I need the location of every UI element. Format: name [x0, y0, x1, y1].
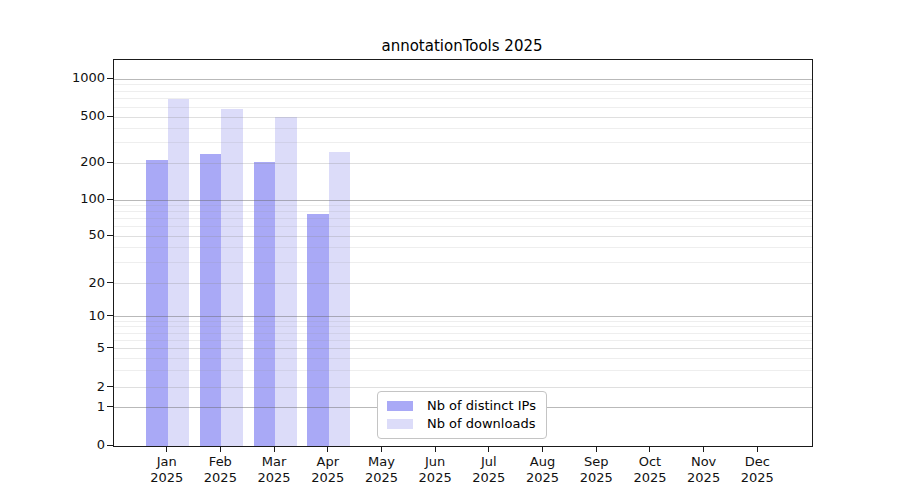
gridline [114, 226, 812, 227]
bar-distinct-ips-mar [254, 162, 276, 446]
x-tick-mark [220, 446, 221, 452]
gridline [114, 163, 812, 164]
legend: Nb of distinct IPs Nb of downloads [377, 391, 547, 439]
gridline [114, 236, 812, 237]
y-tick-mark [107, 445, 113, 446]
bar-downloads-mar [275, 117, 297, 446]
plot-area: Nb of distinct IPs Nb of downloads [113, 59, 813, 447]
y-tick-mark [107, 347, 113, 348]
bar-distinct-ips-apr [307, 214, 329, 446]
gridline [114, 211, 812, 212]
gridline [114, 321, 812, 322]
gridline [114, 84, 812, 85]
gridline [114, 262, 812, 263]
y-tick-mark [107, 199, 113, 200]
y-tick-mark [107, 282, 113, 283]
bar-downloads-feb [221, 109, 243, 446]
gridline [114, 333, 812, 334]
gridline [114, 316, 812, 317]
gridline [114, 98, 812, 99]
y-tick-mark [107, 406, 113, 407]
y-tick-label: 10 [59, 308, 105, 324]
y-tick-mark [107, 386, 113, 387]
gridline [114, 247, 812, 248]
x-tick-mark [166, 446, 167, 452]
gridline [114, 128, 812, 129]
gridline [114, 283, 812, 284]
x-tick-mark [703, 446, 704, 452]
gridline [114, 340, 812, 341]
y-tick-label: 50 [59, 227, 105, 243]
legend-label-distinct-ips: Nb of distinct IPs [427, 398, 536, 413]
x-tick-mark [381, 446, 382, 452]
y-tick-label: 100 [59, 191, 105, 207]
y-tick-label: 1 [59, 399, 105, 415]
legend-item-distinct-ips: Nb of distinct IPs [387, 398, 536, 413]
x-tick-label: Dec 2025 [725, 454, 789, 486]
legend-swatch-downloads [387, 419, 413, 429]
gridline [114, 370, 812, 371]
bar-distinct-ips-feb [200, 154, 222, 446]
y-tick-label: 2 [59, 379, 105, 395]
gridline [114, 79, 812, 80]
x-tick-mark [757, 446, 758, 452]
y-tick-label: 5 [59, 340, 105, 356]
bar-distinct-ips-jan [146, 160, 168, 446]
x-tick-mark [649, 446, 650, 452]
legend-label-downloads: Nb of downloads [427, 416, 535, 431]
y-tick-label: 1000 [59, 70, 105, 86]
gridline [114, 218, 812, 219]
gridline [114, 117, 812, 118]
chart-title: annotationTools 2025 [113, 37, 811, 55]
legend-swatch-distinct-ips [387, 401, 413, 411]
y-tick-label: 20 [59, 275, 105, 291]
x-tick-mark [274, 446, 275, 452]
bar-downloads-jan [168, 99, 190, 446]
gridline [114, 91, 812, 92]
x-tick-mark [435, 446, 436, 452]
gridline [114, 387, 812, 388]
gridline [114, 358, 812, 359]
gridline [114, 326, 812, 327]
chart-figure: annotationTools 2025 Nb of distinct IPs … [0, 0, 900, 500]
y-tick-mark [107, 116, 113, 117]
gridline [114, 107, 812, 108]
bar-downloads-apr [329, 152, 351, 446]
legend-item-downloads: Nb of downloads [387, 416, 536, 431]
x-tick-mark [488, 446, 489, 452]
x-tick-mark [542, 446, 543, 452]
y-tick-mark [107, 235, 113, 236]
x-tick-mark [327, 446, 328, 452]
gridline [114, 205, 812, 206]
y-tick-label: 500 [59, 108, 105, 124]
y-tick-mark [107, 162, 113, 163]
x-tick-mark [596, 446, 597, 452]
y-tick-label: 200 [59, 154, 105, 170]
gridline [114, 348, 812, 349]
gridline [114, 200, 812, 201]
y-tick-mark [107, 78, 113, 79]
gridline [114, 142, 812, 143]
y-tick-label: 0 [59, 437, 105, 453]
y-tick-mark [107, 315, 113, 316]
